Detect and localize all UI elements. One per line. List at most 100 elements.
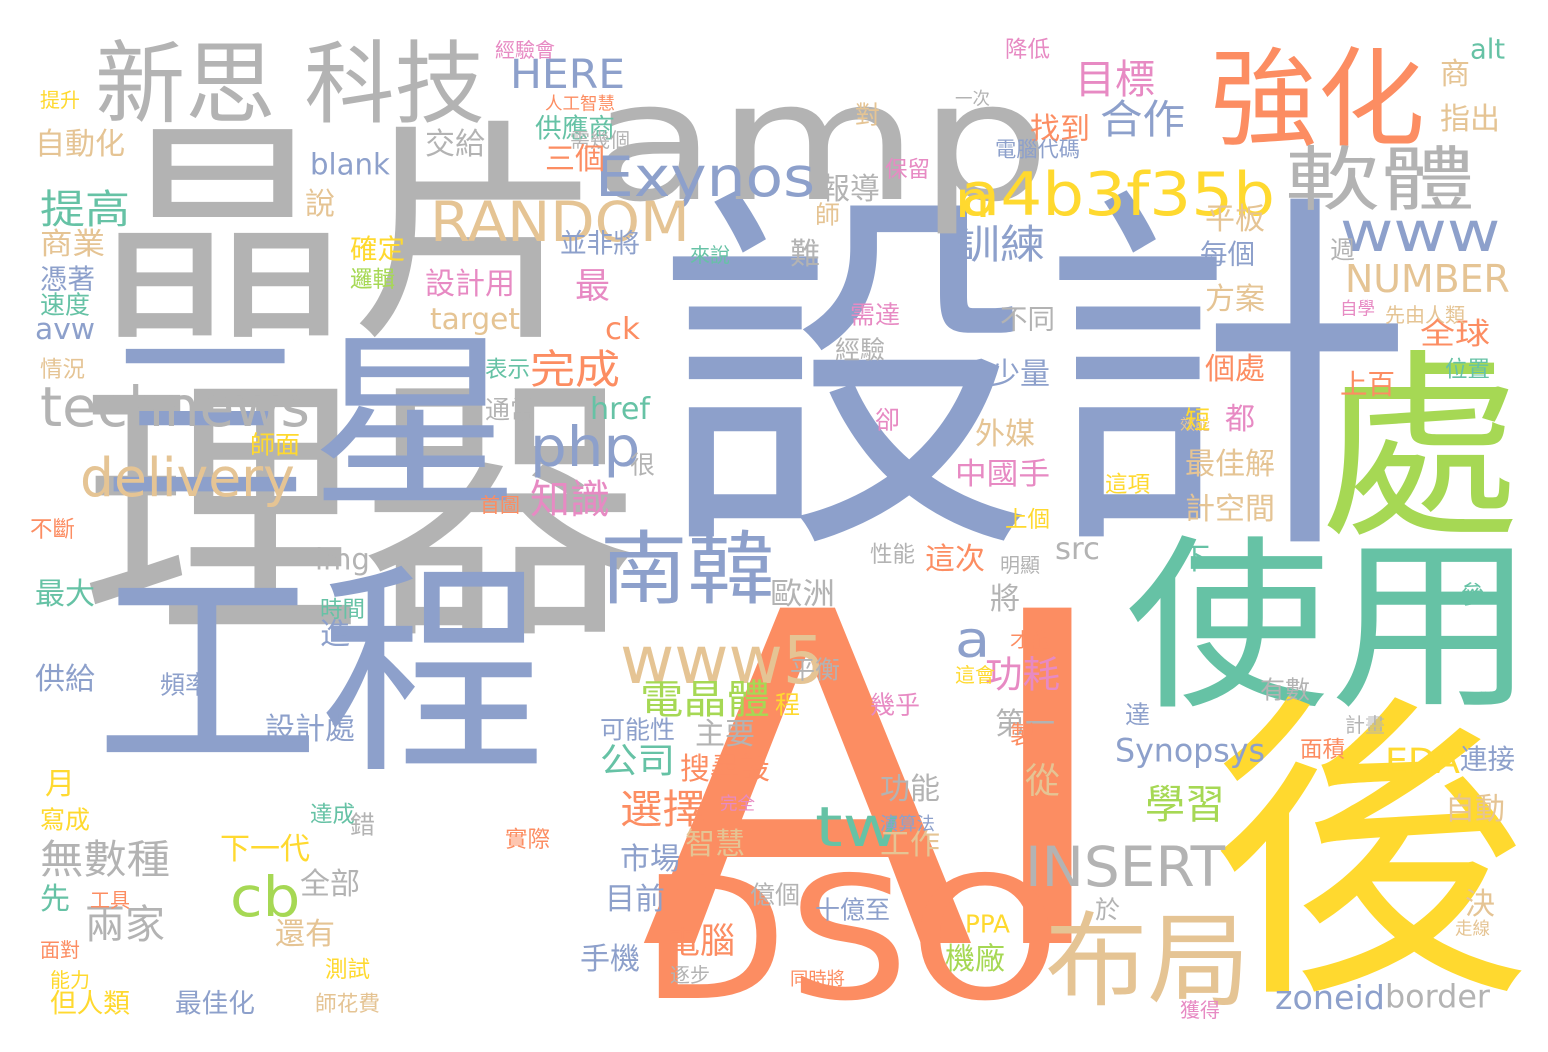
word: 師 [815, 200, 841, 230]
word: 工具 [90, 888, 130, 912]
word: 理器 [80, 352, 640, 678]
word: 都 [1225, 402, 1255, 437]
word: 很 [630, 450, 656, 480]
word: www [1340, 200, 1501, 264]
word: 但人類 [50, 988, 130, 1020]
word: 提高 [40, 187, 130, 233]
word: 工作 [880, 827, 940, 862]
word: 通常 [485, 395, 536, 425]
word: HERE [510, 52, 626, 98]
word: 合作 [1100, 97, 1185, 143]
word: 才能 [1010, 628, 1050, 652]
word: 外媒 [975, 417, 1035, 452]
word: 公司 [600, 742, 676, 782]
word: 最佳解 [1185, 447, 1275, 482]
word: 主要 [695, 717, 755, 752]
word: php [530, 415, 641, 479]
word: 計畫 [1345, 713, 1385, 737]
word: 連接 [1460, 743, 1515, 776]
word: 南韓 [600, 523, 775, 616]
word: 效能 [1180, 415, 1211, 434]
word: 逐步 [670, 963, 710, 987]
word: 幾乎 [870, 690, 921, 720]
word: 寫成 [40, 805, 91, 835]
word: 自學 [1340, 299, 1375, 320]
word: 速度 [40, 290, 91, 320]
word: 後 [1210, 669, 1530, 1041]
word: 位置 [1445, 356, 1491, 383]
word: 供給 [35, 662, 95, 697]
word: 性能 [870, 541, 916, 568]
word: 設計處 [265, 712, 355, 747]
word: alt [1470, 34, 1506, 66]
word: border [1385, 977, 1490, 1016]
word: 供應商 [535, 113, 615, 145]
word: 目前 [605, 882, 665, 917]
word: 不同 [1000, 303, 1055, 336]
word: 達成 [310, 801, 356, 828]
word: 將 [990, 582, 1020, 617]
word: 月 [45, 767, 75, 802]
word: 訓練 [955, 222, 1045, 268]
word: 說 [305, 187, 335, 222]
word: Exynos [595, 145, 816, 209]
word: delivery [80, 445, 295, 509]
word: PPA [965, 909, 1010, 939]
word: www5 [620, 620, 825, 699]
word: 需幾個 [570, 128, 630, 152]
word: 電腦 [665, 922, 736, 962]
word: 可能性 [600, 715, 676, 745]
word: NUMBER [1345, 257, 1510, 302]
word: 歐洲 [770, 577, 835, 612]
word: 師面 [250, 430, 301, 460]
word: 來說 [690, 243, 730, 267]
word: 第一 [995, 707, 1055, 742]
word: 先由人類 [1385, 303, 1465, 327]
word: 時間 [320, 596, 366, 623]
word: 人工智慧 [545, 94, 615, 115]
word: a4b3f35b [960, 160, 1275, 230]
word: 智慧 [685, 827, 745, 862]
word: 商 [1440, 57, 1470, 92]
word: 軟體 [1285, 139, 1475, 221]
word: 找到 [1030, 112, 1090, 147]
word: 功能 [880, 772, 940, 807]
word: 十億至 [815, 895, 891, 925]
word: 工程 [95, 543, 545, 806]
word: 達 [1125, 700, 1151, 730]
word: 三星 [100, 314, 521, 535]
word: 機廠 [945, 942, 1005, 977]
word: EDA [1385, 742, 1460, 782]
word: 平板 [1205, 202, 1265, 237]
word: 卻 [875, 405, 901, 435]
word: AI [640, 517, 1120, 1052]
word: 自動化 [35, 127, 125, 162]
word: 晶片 [95, 101, 605, 374]
word: 程 [775, 690, 801, 720]
word: 指出 [1440, 102, 1500, 137]
word: 走線 [1455, 919, 1490, 940]
word: 明顯 [1000, 553, 1040, 577]
word: 個處 [1205, 352, 1265, 387]
word: 並非將 [560, 228, 640, 260]
word: 下一代 [220, 832, 310, 867]
word: 完全 [720, 794, 755, 815]
word: 億個 [750, 880, 801, 910]
word: 不斷 [30, 516, 76, 543]
word: href [590, 392, 651, 427]
word: 最大 [35, 577, 95, 612]
word: 需達 [850, 300, 901, 330]
word: 難 [790, 237, 820, 272]
word: 學習 [1145, 782, 1225, 828]
word: 面積 [1300, 736, 1346, 763]
word: 設計 [655, 158, 1415, 601]
word: 邏輯 [350, 266, 396, 293]
word: 報導 [820, 172, 880, 207]
word: 目標 [1075, 57, 1155, 103]
word: tw [815, 795, 901, 859]
word: 這項 [1105, 471, 1151, 498]
word: 最 [575, 267, 611, 307]
word: 這會 [955, 663, 995, 687]
word: 自動 [1445, 792, 1505, 827]
